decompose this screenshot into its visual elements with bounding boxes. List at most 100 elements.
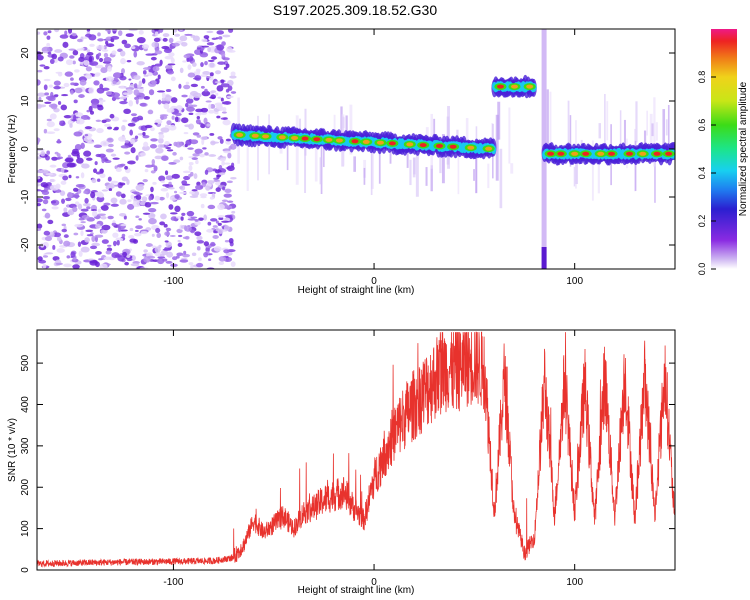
noise-blob	[157, 257, 165, 265]
noise-streak	[465, 118, 469, 146]
noise-blob	[162, 248, 172, 251]
noise-blob	[68, 174, 72, 179]
noise-blob	[50, 200, 57, 204]
noise-blob	[222, 119, 231, 126]
noise-blob	[93, 144, 103, 149]
snr-frame	[36, 329, 676, 571]
noise-blob	[123, 215, 127, 220]
noise-blob	[81, 163, 90, 169]
noise-blob	[161, 92, 166, 99]
noise-blob	[121, 68, 125, 74]
noise-blob	[91, 235, 96, 242]
colorbar-ticks: 0.0 0.2 0.4 0.6 0.8	[697, 71, 716, 275]
noise-streak	[304, 127, 307, 193]
noise-blob	[174, 194, 180, 199]
noise-blob	[127, 203, 135, 210]
noise-blob	[157, 256, 166, 259]
noise-blob	[203, 214, 208, 221]
noise-blob	[86, 109, 90, 113]
noise-blob	[133, 232, 142, 237]
noise-blob	[115, 97, 120, 100]
noise-blob	[80, 208, 89, 212]
colorbar-label: Normalized spectral amplitude	[738, 81, 749, 216]
noise-blob	[157, 137, 164, 144]
noise-blob	[95, 119, 102, 122]
noise-streak	[604, 93, 606, 162]
noise-blob	[185, 102, 189, 108]
noise-blob	[166, 108, 175, 113]
page-title: S197.2025.309.18.52.G30	[273, 2, 437, 18]
noise-blob	[150, 186, 154, 193]
noise-blob	[78, 250, 83, 257]
noise-blob	[170, 216, 178, 221]
noise-blob	[103, 256, 112, 261]
noise-blob	[135, 98, 139, 105]
noise-blob	[143, 74, 149, 77]
noise-streak	[667, 104, 670, 153]
noise-blob	[129, 238, 137, 243]
snr-series-line	[37, 331, 675, 568]
y-tick-label: 500	[20, 354, 31, 371]
noise-blob	[119, 75, 127, 81]
noise-blob	[196, 47, 201, 50]
noise-blob	[164, 240, 169, 243]
noise-blob	[96, 128, 104, 134]
noise-blob	[76, 38, 83, 43]
x-tick-label: 0	[371, 276, 377, 287]
track-peak-core	[608, 151, 616, 156]
noise-blob	[226, 46, 233, 53]
noise-blob	[123, 108, 131, 115]
noise-blob	[165, 146, 172, 150]
noise-streak	[491, 123, 494, 152]
noise-blob	[91, 178, 97, 184]
noise-blob	[166, 70, 175, 75]
noise-blob	[165, 192, 170, 199]
noise-blob	[218, 36, 223, 40]
noise-blob	[219, 138, 224, 144]
noise-streak	[575, 154, 579, 185]
noise-blob	[191, 157, 198, 160]
noise-blob	[76, 157, 84, 164]
noise-blob	[43, 31, 48, 36]
noise-blob	[89, 43, 95, 47]
noise-blob	[128, 100, 134, 107]
noise-blob	[227, 200, 234, 203]
noise-blob	[63, 234, 69, 238]
noise-blob	[177, 239, 181, 243]
noise-blob	[152, 66, 160, 72]
noise-blob	[86, 116, 91, 120]
noise-blob	[102, 87, 110, 91]
noise-blob	[72, 206, 78, 213]
noise-blob	[179, 67, 184, 74]
noise-blob	[127, 199, 132, 203]
noise-blob	[47, 96, 56, 102]
noise-blob	[98, 97, 103, 101]
noise-blob	[44, 212, 51, 219]
noise-blob	[222, 107, 227, 112]
noise-blob	[129, 227, 134, 232]
noise-blob	[162, 37, 168, 42]
noise-blob	[216, 30, 225, 35]
noise-blob	[192, 62, 197, 67]
noise-blob	[202, 147, 207, 150]
track-peak-core	[406, 142, 414, 147]
noise-blob	[119, 100, 128, 105]
noise-blob	[172, 29, 178, 33]
noise-blob	[154, 122, 158, 125]
noise-blob	[181, 117, 189, 124]
noise-blob	[112, 157, 120, 160]
noise-blob	[183, 175, 191, 181]
noise-blob	[190, 216, 198, 219]
noise-blob	[88, 258, 95, 261]
noise-blob	[40, 151, 46, 157]
noise-streak	[646, 110, 648, 136]
noise-blob	[97, 52, 102, 57]
noise-blob	[46, 35, 51, 40]
noise-blob	[203, 35, 210, 39]
noise-blob	[187, 72, 196, 78]
noise-blob	[71, 32, 77, 37]
noise-blob	[118, 96, 127, 100]
noise-blob	[194, 218, 199, 222]
noise-blob	[179, 185, 186, 191]
